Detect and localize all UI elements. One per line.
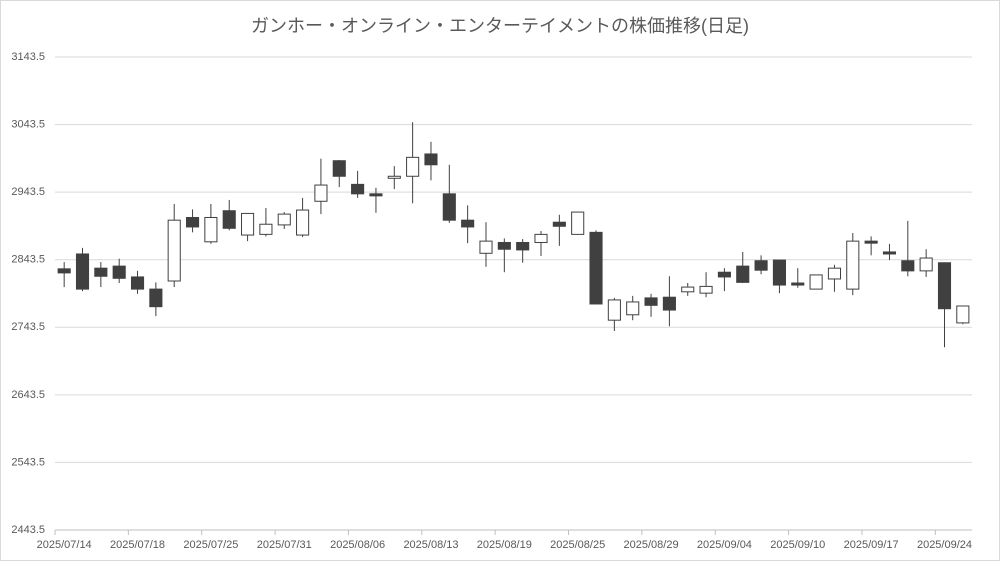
candle-body (717, 271, 731, 278)
x-tick-label: 2025/07/18 (110, 539, 165, 551)
x-tick-label: 2025/09/24 (917, 539, 972, 551)
candle-body (846, 240, 860, 290)
candle-body (681, 286, 695, 293)
candle-body (204, 216, 218, 243)
candle-body (57, 268, 71, 274)
candle-body (277, 213, 291, 226)
y-tick-label: 2743.5 (11, 321, 45, 333)
candle-body (75, 253, 90, 290)
candle-body (112, 265, 126, 279)
y-tick-label: 2443.5 (11, 524, 45, 536)
x-tick-label: 2025/08/06 (330, 539, 385, 551)
candle-body (607, 299, 621, 321)
candle-body (222, 210, 236, 229)
y-tick-label: 2643.5 (11, 389, 45, 401)
candle-body (351, 183, 365, 195)
x-tick-label: 2025/09/17 (844, 539, 899, 551)
candle-body (516, 241, 530, 251)
candle-body (552, 221, 566, 227)
candle-body (479, 240, 493, 254)
candle-body (882, 251, 897, 255)
y-tick-label: 2543.5 (11, 456, 45, 468)
y-tick-label: 2943.5 (11, 186, 45, 198)
candle-body (809, 274, 823, 290)
candle-body (534, 233, 548, 243)
x-tick-label: 2025/08/25 (550, 539, 605, 551)
candle-body (185, 216, 200, 228)
candle-body (791, 282, 805, 286)
candle-body (644, 297, 658, 306)
candle-body (149, 288, 163, 308)
x-tick-label: 2025/08/29 (624, 539, 679, 551)
candle-body (571, 211, 585, 235)
candle-body (956, 305, 970, 324)
candle-body (424, 153, 438, 166)
candle-body (662, 296, 676, 311)
candle-body (461, 219, 475, 228)
x-tick-label: 2025/09/10 (770, 539, 825, 551)
candle-body (241, 212, 255, 236)
candle-body (314, 184, 328, 202)
candle-body (497, 241, 511, 250)
x-tick-label: 2025/07/14 (37, 539, 92, 551)
candle-body (772, 259, 786, 286)
candle-body (387, 175, 401, 179)
candle-body (296, 209, 310, 236)
candle-body (754, 260, 768, 271)
chart-title: ガンホー・オンライン・エンターテイメントの株価推移(日足) (251, 16, 749, 36)
x-tick-label: 2025/07/31 (257, 539, 312, 551)
y-tick-label: 2843.5 (11, 254, 45, 266)
x-tick-label: 2025/09/04 (697, 539, 752, 551)
candle-body (626, 301, 640, 316)
candle-body (259, 223, 273, 235)
candle-body (130, 276, 145, 290)
candle-body (937, 262, 952, 310)
y-tick-label: 3143.5 (11, 51, 45, 63)
candle-body (442, 193, 456, 221)
candle-body (167, 219, 181, 282)
candle-body (699, 285, 713, 294)
candle-body (919, 257, 933, 272)
x-tick-label: 2025/07/25 (183, 539, 238, 551)
candle-body (332, 160, 346, 177)
x-tick-label: 2025/08/13 (403, 539, 458, 551)
candle-body (589, 231, 603, 305)
candle-body (369, 193, 383, 197)
candle-body (827, 267, 842, 280)
x-tick-label: 2025/08/19 (477, 539, 532, 551)
y-tick-label: 3043.5 (11, 118, 45, 130)
candle-body (736, 265, 750, 283)
candle-body (864, 240, 878, 244)
candle-body (901, 260, 915, 272)
candle-body (94, 267, 108, 277)
candle-body (406, 156, 420, 177)
